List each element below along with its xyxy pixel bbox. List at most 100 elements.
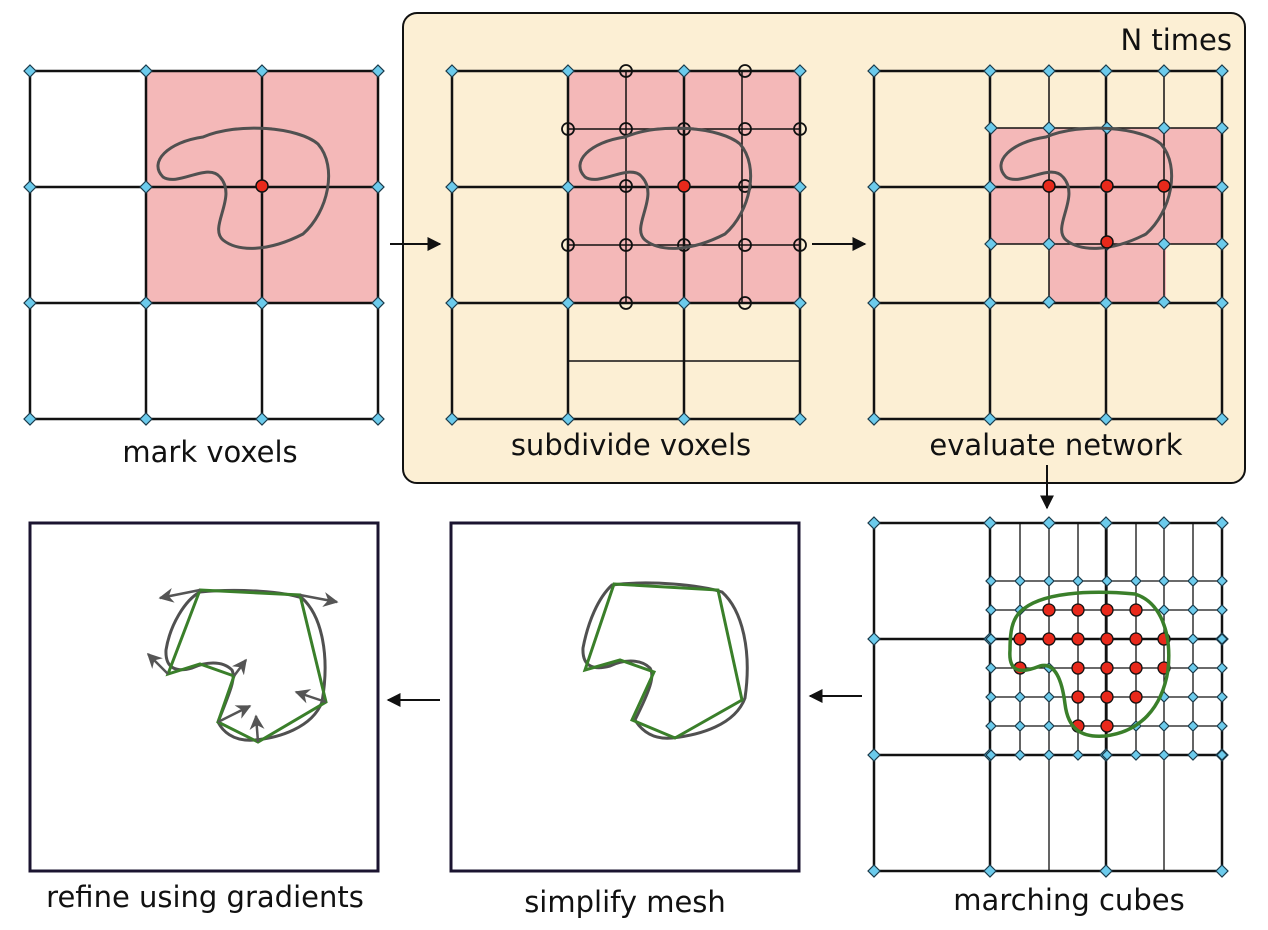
subdivision-point bbox=[561, 122, 575, 136]
grid-vertex bbox=[371, 180, 385, 194]
panel-refine-using-gradients bbox=[28, 521, 380, 873]
caption-evaluate-network: evaluate network bbox=[929, 428, 1182, 462]
grid-vertex bbox=[139, 180, 153, 194]
grid-vertex bbox=[1215, 64, 1229, 78]
subdivision-point bbox=[738, 122, 752, 136]
grid-vertex bbox=[1187, 749, 1199, 761]
grid-vertex bbox=[255, 296, 269, 310]
panel-evaluate-network bbox=[867, 64, 1229, 426]
grid-vertex bbox=[1216, 662, 1228, 674]
grid-vertex bbox=[983, 864, 997, 878]
grid-vertex bbox=[255, 64, 269, 78]
grid-vertex bbox=[1215, 180, 1229, 194]
flow-arrows bbox=[386, 237, 1054, 707]
grid-vertex bbox=[1130, 749, 1142, 761]
grid-vertex bbox=[445, 180, 459, 194]
subdivision-point bbox=[619, 179, 633, 193]
grid-vertex bbox=[793, 180, 807, 194]
grid-vertex bbox=[1187, 691, 1199, 703]
inside-point bbox=[1042, 603, 1056, 617]
voxel-grid bbox=[867, 516, 1229, 878]
grid-vertex bbox=[867, 748, 881, 762]
grid-vertex bbox=[984, 121, 998, 135]
inside-point bbox=[1100, 661, 1114, 675]
grid-vertex bbox=[1215, 412, 1229, 426]
grid-vertex bbox=[1014, 720, 1026, 732]
grid-vertex bbox=[1158, 604, 1170, 616]
grid-vertex bbox=[445, 296, 459, 310]
grid-vertex bbox=[23, 64, 37, 78]
inside-point bbox=[1071, 603, 1085, 617]
grid-vertex bbox=[1157, 121, 1171, 135]
inside-point bbox=[1071, 661, 1085, 675]
grid-vertex bbox=[1042, 295, 1056, 309]
grid-vertex bbox=[1215, 121, 1229, 135]
subdivision-point bbox=[738, 64, 752, 78]
grid-vertex bbox=[1101, 575, 1113, 587]
grid-vertex bbox=[1099, 296, 1113, 310]
caption-subdivide-voxels: subdivide voxels bbox=[511, 428, 751, 462]
inside-point bbox=[1100, 603, 1114, 617]
grid-vertex bbox=[1042, 237, 1056, 251]
grid-vertex bbox=[985, 749, 997, 761]
grid-vertex bbox=[561, 296, 575, 310]
grid-vertex bbox=[1216, 691, 1228, 703]
grid-vertex bbox=[984, 237, 998, 251]
grid-vertex bbox=[139, 296, 153, 310]
grid-vertex bbox=[985, 720, 997, 732]
extracted-mesh bbox=[1008, 590, 1171, 738]
grid-vertex bbox=[1042, 64, 1056, 78]
grid-vertex bbox=[1216, 575, 1228, 587]
grid-vertex bbox=[445, 412, 459, 426]
shape-outline bbox=[164, 588, 327, 742]
grid-vertex bbox=[1099, 864, 1113, 878]
grid-vertex bbox=[867, 516, 881, 530]
grid-vertex bbox=[1187, 633, 1199, 645]
subdivision-point bbox=[619, 238, 633, 252]
grid-vertex bbox=[1215, 864, 1229, 878]
grid-vertex bbox=[1216, 749, 1228, 761]
grid-vertex bbox=[677, 296, 691, 310]
grid-vertex bbox=[561, 180, 575, 194]
grid-vertex bbox=[793, 412, 807, 426]
grid-vertex bbox=[1130, 575, 1142, 587]
grid-vertex bbox=[1187, 662, 1199, 674]
subdivision-point bbox=[561, 238, 575, 252]
caption-simplify-mesh: simplify mesh bbox=[524, 885, 726, 919]
grid-vertex bbox=[561, 64, 575, 78]
grid-vertex bbox=[445, 64, 459, 78]
grid-vertex bbox=[985, 575, 997, 587]
grid-vertex bbox=[983, 516, 997, 530]
grid-vertex bbox=[1187, 575, 1199, 587]
grid-vertex bbox=[983, 180, 997, 194]
grid-vertex bbox=[1072, 749, 1084, 761]
grid-vertex bbox=[983, 64, 997, 78]
grid-vertex bbox=[1043, 691, 1055, 703]
grid-vertex bbox=[1157, 64, 1171, 78]
grid-vertex bbox=[1043, 749, 1055, 761]
grid-vertex bbox=[23, 180, 37, 194]
grid-vertex bbox=[1157, 237, 1171, 251]
subdivision-point bbox=[793, 122, 807, 136]
grid-vertex bbox=[867, 412, 881, 426]
grid-vertex bbox=[1043, 720, 1055, 732]
grid-vertex bbox=[985, 691, 997, 703]
grid-vertex bbox=[1158, 749, 1170, 761]
grid-vertex bbox=[1157, 295, 1171, 309]
grid-vertex bbox=[867, 864, 881, 878]
inside-point bbox=[1129, 661, 1143, 675]
grid-vertex bbox=[1099, 516, 1113, 530]
grid-vertex bbox=[867, 632, 881, 646]
grid-vertex bbox=[983, 412, 997, 426]
grid-vertex bbox=[1042, 121, 1056, 135]
grid-vertex bbox=[1042, 516, 1056, 530]
inside-points bbox=[1013, 603, 1171, 733]
inside-point bbox=[255, 179, 269, 193]
simplified-mesh bbox=[582, 582, 744, 740]
grid-vertex bbox=[1099, 64, 1113, 78]
grid-vertex bbox=[1215, 237, 1229, 251]
grid-vertex bbox=[1216, 604, 1228, 616]
subdivision-point bbox=[619, 64, 633, 78]
inside-point bbox=[1100, 632, 1114, 646]
grid-vertex bbox=[1101, 749, 1113, 761]
